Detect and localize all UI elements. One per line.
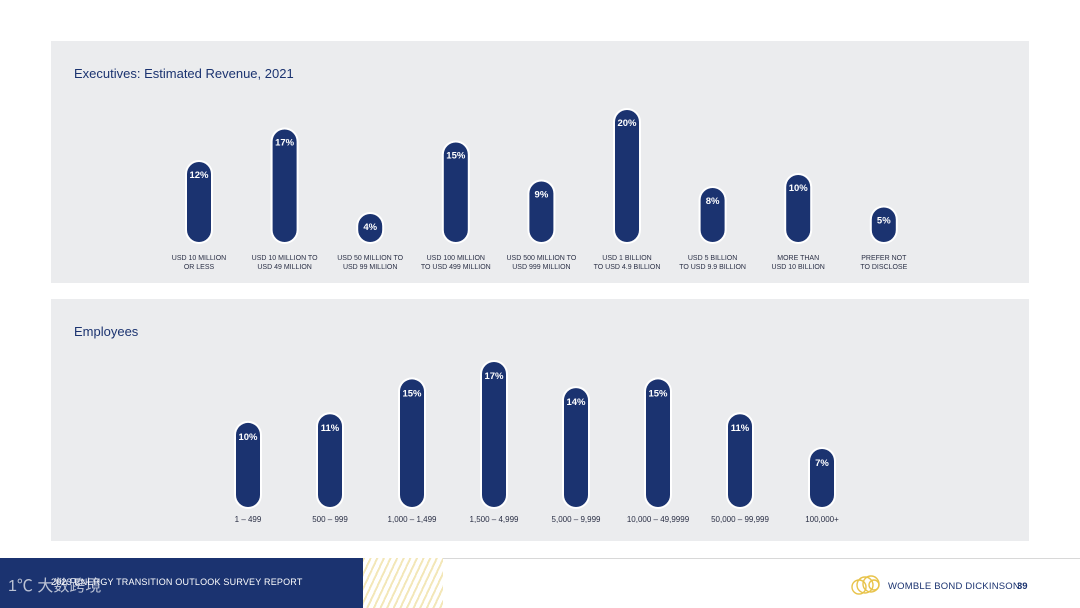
category-label: TO USD 9.9 BILLION <box>679 264 746 271</box>
category-label: OR LESS <box>184 264 215 271</box>
brand-logo-icon <box>851 575 880 595</box>
category-label: 500 – 999 <box>312 515 348 524</box>
category-label: TO USD 4.9 BILLION <box>594 264 661 271</box>
revenue-chart-title: Executives: Estimated Revenue, 2021 <box>74 66 294 81</box>
employees-chart-title: Employees <box>74 324 139 339</box>
bar <box>236 422 260 507</box>
bar-value-label: 15% <box>402 388 422 399</box>
bar-value-label: 7% <box>815 458 829 469</box>
bar-value-label: 10% <box>789 183 809 194</box>
bar <box>786 175 811 242</box>
page-number: 39 <box>1017 581 1028 592</box>
bar-value-label: 5% <box>877 216 891 227</box>
watermark-text: 1℃ 大数跨境 <box>8 578 102 595</box>
category-label: USD 50 MILLION TO <box>337 255 403 262</box>
bar-value-label: 4% <box>363 222 377 233</box>
category-label: USD 10 BILLION <box>772 264 825 271</box>
bar <box>646 379 670 507</box>
bar <box>728 414 752 507</box>
bar <box>615 110 639 242</box>
category-label: USD 500 MILLION TO <box>507 255 577 262</box>
category-label: USD 10 MILLION <box>172 255 226 262</box>
bar <box>272 129 297 242</box>
report-title: 2023 ENERGY TRANSITION OUTLOOK SURVEY RE… <box>51 577 303 587</box>
category-label: 1,000 – 1,499 <box>388 515 437 524</box>
bar <box>443 142 468 242</box>
category-label: PREFER NOT <box>861 255 907 262</box>
category-label: USD 99 MILLION <box>343 264 397 271</box>
footer-stripe-decoration <box>363 558 443 608</box>
category-label: 1,500 – 4,999 <box>470 515 519 524</box>
bar <box>482 362 506 507</box>
bar-value-label: 8% <box>706 196 720 207</box>
bar <box>810 449 834 507</box>
category-label: TO DISCLOSE <box>860 264 907 271</box>
bar-value-label: 10% <box>238 432 258 443</box>
employees-bar-chart: 10% 1 – 499 11% 500 – 999 15% 1,000 – 1,499 17… <box>234 360 839 524</box>
bar-value-label: 14% <box>566 397 586 408</box>
bar <box>700 188 725 242</box>
bar <box>871 207 896 242</box>
category-label: USD 1 BILLION <box>602 255 651 262</box>
bar-value-label: 17% <box>484 371 504 382</box>
revenue-chart-panel: Executives: Estimated Revenue, 2021 12% U… <box>51 41 1029 283</box>
bar <box>400 379 424 507</box>
bar-value-label: 11% <box>321 423 340 434</box>
category-label: MORE THAN <box>777 255 819 262</box>
category-label: USD 999 MILLION <box>512 264 570 271</box>
bar <box>318 414 342 507</box>
category-label: USD 100 MILLION <box>427 255 485 262</box>
bar-value-label: 11% <box>731 423 750 434</box>
category-label: USD 10 MILLION TO <box>252 255 318 262</box>
category-label: 100,000+ <box>805 515 839 524</box>
footer-divider <box>443 558 1080 559</box>
brand-name: WOMBLE BOND DICKINSON <box>888 581 1020 592</box>
employees-chart-panel: Employees 10% 1 – 499 11% 500 – 999 15% 1,000… <box>51 299 1029 541</box>
bar <box>187 162 211 242</box>
bar-value-label: 15% <box>648 388 668 399</box>
category-label: USD 5 BILLION <box>688 255 737 262</box>
footer-band <box>0 558 363 608</box>
category-label: 1 – 499 <box>235 515 262 524</box>
bar <box>564 388 588 507</box>
category-label: 50,000 – 99,999 <box>711 515 769 524</box>
bar <box>529 181 554 242</box>
category-label: 10,000 – 49,9999 <box>627 515 690 524</box>
bar-value-label: 12% <box>189 170 209 181</box>
revenue-bar-chart: 12% USD 10 MILLION OR LESS 17% USD 10 MILLIO… <box>172 108 908 271</box>
bar-value-label: 15% <box>446 151 466 162</box>
bar-value-label: 20% <box>617 118 637 129</box>
bar-value-label: 17% <box>275 138 295 149</box>
bar <box>358 214 383 242</box>
category-label: USD 49 MILLION <box>257 264 311 271</box>
category-label: TO USD 499 MILLION <box>421 264 491 271</box>
bar-value-label: 9% <box>535 190 549 201</box>
category-label: 5,000 – 9,999 <box>552 515 601 524</box>
